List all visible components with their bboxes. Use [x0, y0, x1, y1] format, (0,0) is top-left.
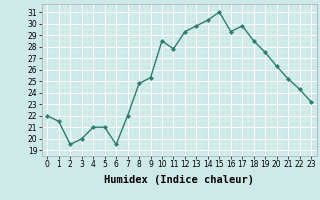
- X-axis label: Humidex (Indice chaleur): Humidex (Indice chaleur): [104, 175, 254, 185]
